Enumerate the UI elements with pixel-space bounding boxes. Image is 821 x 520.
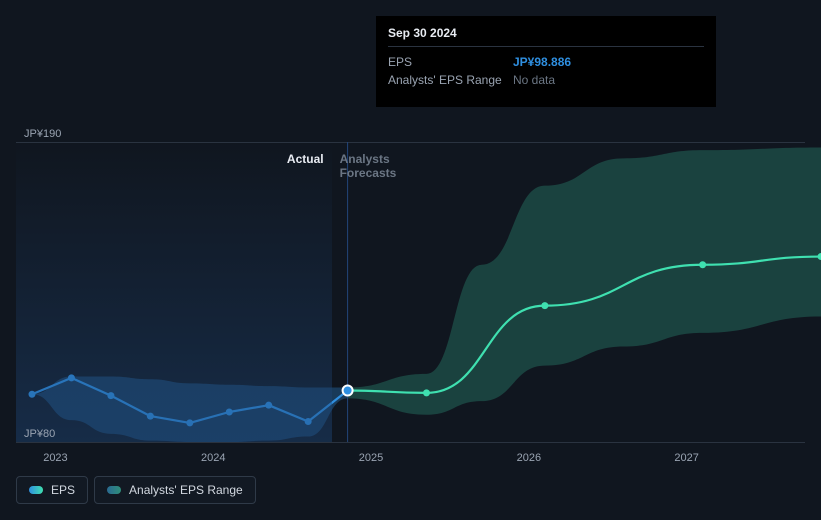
chart-tooltip: Sep 30 2024 EPS JP¥98.886 Analysts' EPS … [376, 16, 716, 107]
x-tick-label: 2023 [43, 452, 67, 464]
actual-region-background [16, 142, 332, 442]
x-tick-label: 2024 [201, 452, 225, 464]
y-tick-label: JP¥190 [24, 128, 61, 140]
forecast-region-label: Analysts Forecasts [340, 152, 397, 180]
chart-legend: EPS Analysts' EPS Range [16, 476, 256, 504]
y-tick-label: JP¥80 [24, 428, 55, 440]
eps-marker[interactable] [541, 302, 548, 309]
x-tick-label: 2025 [359, 452, 383, 464]
legend-label: EPS [51, 483, 75, 497]
eps-chart: JP¥80 JP¥190 Actual Analysts Forecasts 2… [16, 0, 805, 520]
tooltip-key: EPS [388, 53, 513, 71]
tooltip-title: Sep 30 2024 [388, 26, 704, 47]
legend-swatch [107, 486, 121, 494]
tooltip-value: No data [513, 71, 555, 89]
eps-marker[interactable] [699, 261, 706, 268]
legend-item-range[interactable]: Analysts' EPS Range [94, 476, 256, 504]
legend-label: Analysts' EPS Range [129, 483, 243, 497]
x-tick-label: 2027 [674, 452, 698, 464]
legend-swatch [29, 486, 43, 494]
tooltip-value: JP¥98.886 [513, 53, 571, 71]
eps-marker[interactable] [423, 389, 430, 396]
legend-item-eps[interactable]: EPS [16, 476, 88, 504]
tooltip-row: Analysts' EPS Range No data [388, 71, 704, 89]
y-gridline [16, 442, 805, 443]
tooltip-row: EPS JP¥98.886 [388, 53, 704, 71]
tooltip-key: Analysts' EPS Range [388, 71, 513, 89]
x-tick-label: 2026 [517, 452, 541, 464]
range-fill-forecast [348, 147, 821, 414]
actual-region-label: Actual [287, 152, 324, 166]
eps-highlight-marker[interactable] [343, 385, 353, 395]
